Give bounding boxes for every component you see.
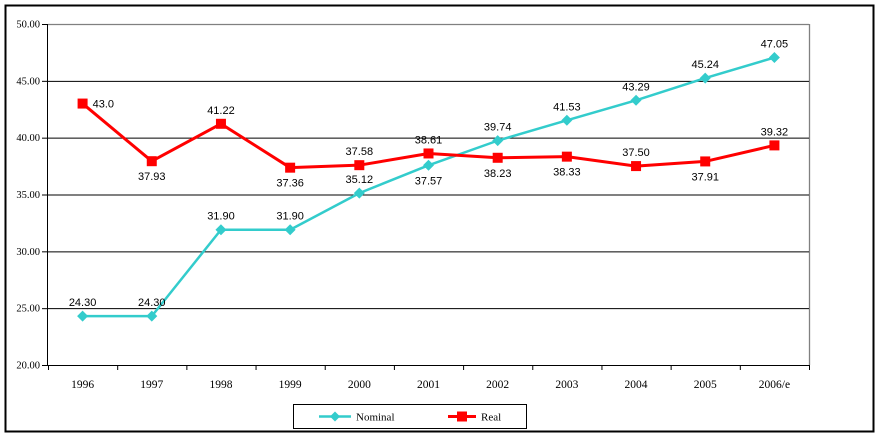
- marker-real-2000: [354, 160, 365, 171]
- marker-nominal-2000: [353, 187, 365, 199]
- x-tick-label-1999: 1999: [279, 379, 302, 391]
- marker-nominal-2002: [492, 135, 504, 147]
- marker-real-2002: [492, 152, 503, 163]
- x-tick-label-2002: 2002: [486, 379, 509, 391]
- legend-label-nominal: Nominal: [356, 412, 395, 424]
- legend: Nominal Real: [293, 404, 527, 429]
- marker-real-2006-e: [769, 140, 780, 151]
- y-tick-label-50: 50.00: [16, 20, 40, 31]
- data-label-real-1997: 37.93: [138, 171, 166, 183]
- y-tick-label-35: 35.00: [16, 190, 40, 201]
- series-nominal: 24.30 24.30 31.90 31.90 35.12 37.57 39.74 41.53…: [69, 39, 788, 322]
- chart-border: [4, 4, 875, 433]
- data-label-nominal-1999: 31.90: [276, 211, 304, 223]
- series-real: 43.0 37.93 41.22 37.36 37.58 38.61 38.23 38.33 3…: [77, 98, 789, 190]
- marker-nominal-1996: [77, 310, 89, 322]
- data-label-nominal-2003: 41.53: [553, 101, 581, 113]
- marker-nominal-2003: [561, 114, 573, 126]
- marker-real-2001: [423, 148, 434, 159]
- data-label-real-2002: 38.23: [484, 168, 512, 180]
- marker-nominal-2004: [630, 94, 642, 106]
- x-tick-label-1996: 1996: [71, 379, 94, 391]
- data-label-nominal-2004: 43.29: [622, 81, 650, 93]
- x-tick-label-2001: 2001: [417, 379, 440, 391]
- marker-real-2005: [700, 156, 711, 167]
- data-label-nominal-2006-e: 47.05: [761, 39, 789, 51]
- data-label-real-1996: 43.0: [93, 99, 114, 111]
- data-label-nominal-2005: 45.24: [691, 59, 719, 71]
- data-label-nominal-2000: 35.12: [346, 174, 374, 186]
- data-label-real-2005: 37.91: [691, 171, 719, 183]
- y-tick-label-30: 30.00: [16, 247, 40, 258]
- x-tick-label-1997: 1997: [140, 379, 163, 391]
- data-label-real-2004: 37.50: [622, 147, 650, 159]
- data-label-nominal-1998: 31.90: [207, 211, 235, 223]
- legend-item-real: Real: [448, 411, 501, 424]
- marker-nominal-1998: [215, 224, 227, 236]
- y-tick-label-25: 25.00: [16, 304, 40, 315]
- marker-real-1997: [146, 156, 157, 167]
- data-label-nominal-2002: 39.74: [484, 122, 512, 134]
- legend-marker-real-icon: [457, 411, 467, 422]
- marker-nominal-1999: [284, 224, 296, 236]
- x-tick-label-2004: 2004: [625, 379, 648, 391]
- y-tick-label-40: 40.00: [16, 133, 40, 144]
- x-tick-label-2005: 2005: [694, 379, 717, 391]
- x-tick-label-1998: 1998: [209, 379, 232, 391]
- data-label-nominal-2001: 37.57: [415, 175, 443, 187]
- legend-marker-nominal-icon: [330, 411, 340, 422]
- marker-nominal-2006-e: [768, 52, 780, 64]
- data-label-nominal-1996: 24.30: [69, 297, 97, 309]
- y-tick-label-20: 20.00: [16, 361, 40, 372]
- marker-real-1998: [215, 118, 226, 129]
- marker-real-1999: [285, 162, 296, 173]
- marker-nominal-1997: [146, 310, 158, 322]
- data-label-real-2000: 37.58: [346, 146, 374, 158]
- data-label-nominal-1997: 24.30: [138, 297, 166, 309]
- data-label-real-1998: 41.22: [207, 105, 235, 117]
- marker-nominal-2001: [423, 159, 434, 171]
- y-tick-label-45: 45.00: [16, 76, 40, 87]
- legend-item-nominal: Nominal: [319, 411, 395, 424]
- legend-label-real: Real: [481, 412, 501, 424]
- data-label-real-2006-e: 39.32: [761, 126, 789, 138]
- x-tick-label-2000: 2000: [348, 379, 371, 391]
- marker-nominal-2005: [699, 72, 711, 84]
- x-tick-label-2006-e: 2006/e: [759, 379, 790, 391]
- x-tick-label-2003: 2003: [555, 379, 578, 391]
- data-label-real-2003: 38.33: [553, 167, 581, 179]
- data-label-real-1999: 37.36: [276, 178, 304, 190]
- data-label-real-2001: 38.61: [415, 134, 443, 146]
- marker-real-2003: [561, 151, 572, 162]
- marker-real-1996: [77, 98, 88, 109]
- marker-real-2004: [631, 161, 642, 172]
